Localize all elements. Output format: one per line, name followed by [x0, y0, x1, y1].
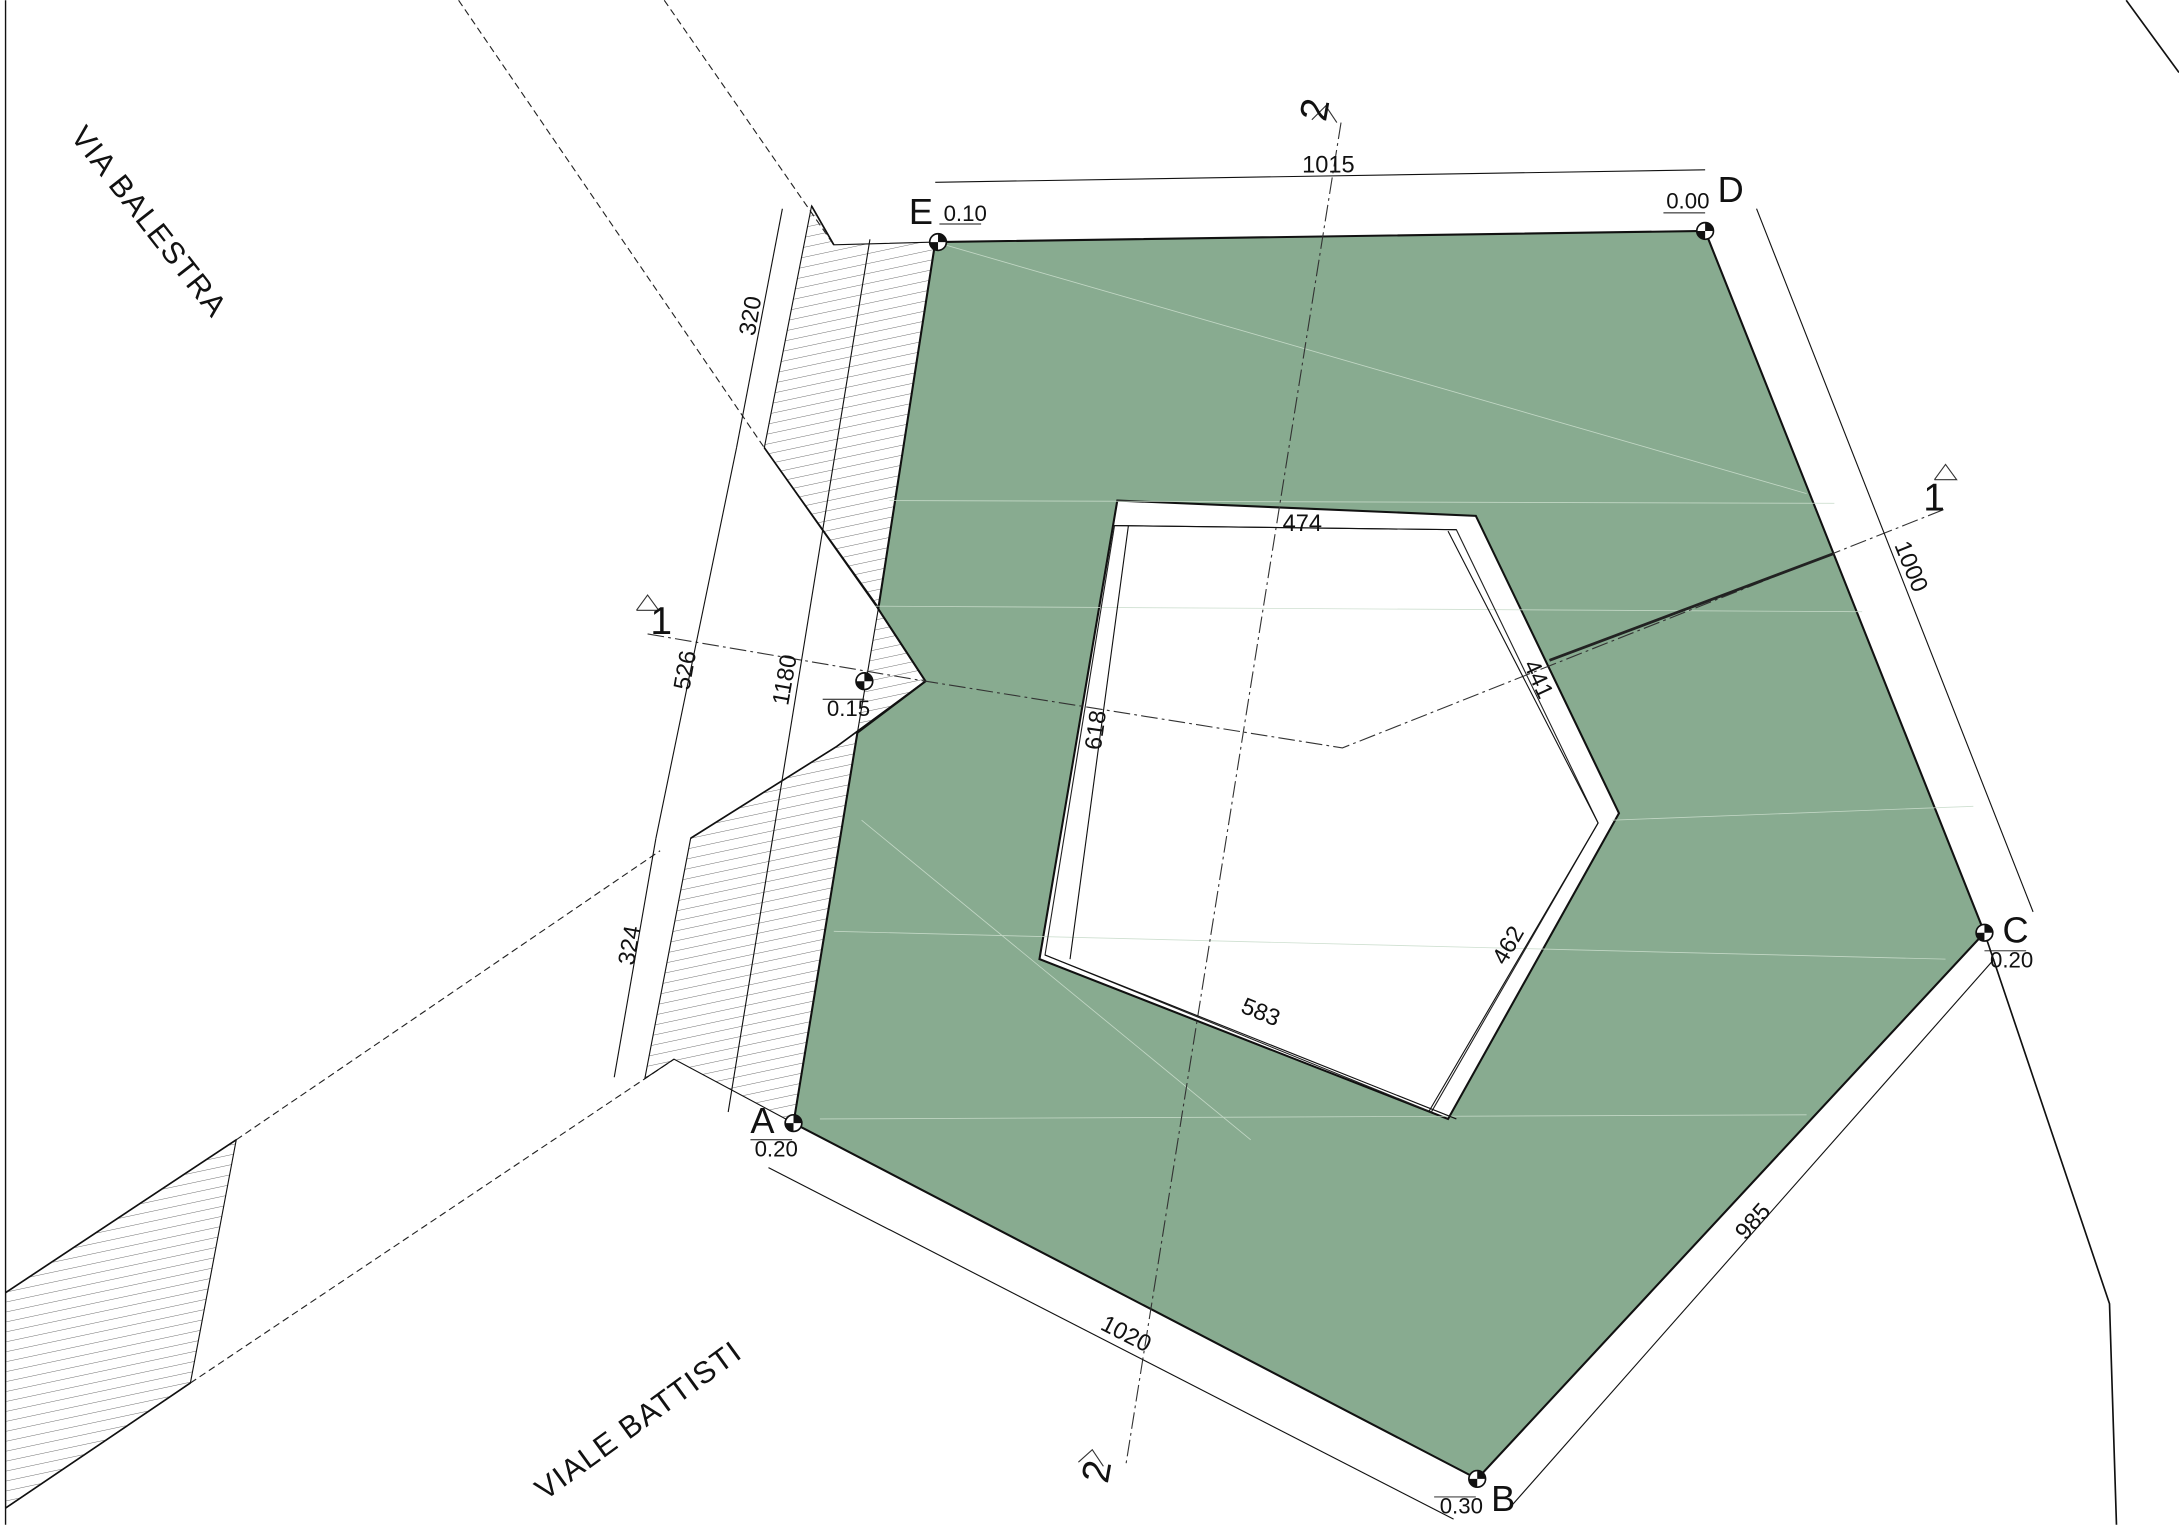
dimension-outer-right: 1000	[1889, 538, 1933, 596]
elevation-benchmark-icon	[1975, 923, 1994, 942]
elevation-value-b: 0.30	[1440, 1494, 1483, 1519]
slope-guide-lines	[819, 241, 1974, 1141]
dimension-inner-right-lower: 462	[1488, 922, 1530, 969]
vertex-label-c: C	[2003, 909, 2029, 950]
sidewalk-hatching	[5, 204, 936, 1510]
dimension-lines	[613, 169, 2034, 1520]
section-lines	[647, 122, 1946, 1467]
section-arrow-icon	[636, 105, 1958, 1467]
plaza-area	[792, 229, 1986, 1481]
street-label-via-balestra: VIA BALESTRA	[64, 120, 234, 324]
dimension-outer-bottom-right: 985	[1731, 1199, 1777, 1246]
elevation-value-a: 0.20	[755, 1136, 798, 1161]
elevation-value-c: 0.20	[1990, 947, 2033, 972]
elevation-value-d: 0.00	[1666, 189, 1709, 214]
dimension-inner-left: 618	[1081, 709, 1112, 752]
dimension-outer-left: 1180	[768, 653, 802, 708]
elevation-benchmark-icon	[855, 672, 874, 691]
elevation-value-notch: 0.15	[827, 696, 870, 721]
elevation-benchmark-icon	[928, 232, 948, 252]
vertex-label-e: E	[909, 191, 933, 232]
dimension-left-middle: 526	[670, 649, 702, 692]
elevation-benchmark-icon	[784, 1113, 803, 1133]
vertex-label-b: B	[1491, 1478, 1515, 1519]
section-label-1-right: 1	[1923, 476, 1945, 519]
elevation-value-e: 0.10	[944, 201, 987, 226]
dimension-inner-top: 474	[1283, 511, 1322, 537]
street-label-viale-battisti: VIALE BATTISTI	[529, 1334, 748, 1506]
elevation-underlines	[750, 212, 2027, 1498]
dimension-outer-top: 1015	[1302, 153, 1355, 179]
dimension-left-lower: 324	[614, 924, 646, 967]
elevation-benchmark-icon	[1695, 221, 1715, 241]
road-edge-lines	[190, 0, 835, 1384]
dimension-left-upper: 320	[735, 294, 767, 337]
section-label-2-bottom: 2	[1074, 1457, 1120, 1486]
section-label-1-left: 1	[650, 600, 672, 643]
dimension-inner-bottom: 583	[1237, 993, 1283, 1032]
vertex-label-d: D	[1718, 169, 1744, 210]
vertex-label-a: A	[750, 1100, 775, 1141]
elevation-benchmark-icon	[1468, 1469, 1487, 1489]
section-label-2-top: 2	[1292, 95, 1338, 124]
